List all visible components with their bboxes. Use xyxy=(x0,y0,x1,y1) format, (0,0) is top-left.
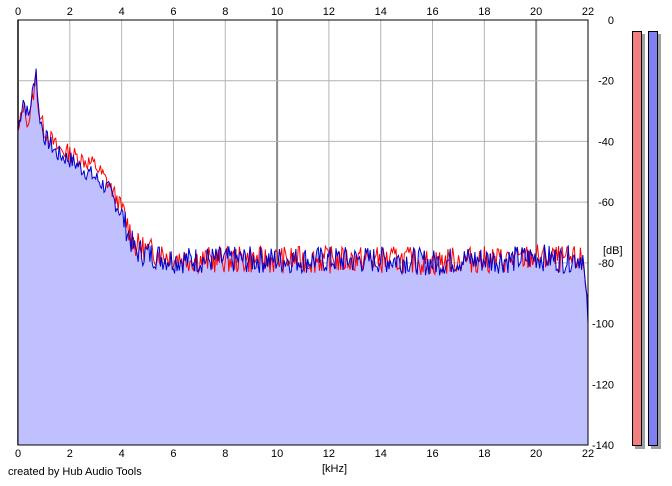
y-tick-label: -80 xyxy=(598,258,614,270)
x-tick-label-bottom: 2 xyxy=(67,448,73,460)
x-tick-label-bottom: 10 xyxy=(271,448,283,460)
x-tick-label-top: 10 xyxy=(271,6,283,18)
x-tick-label-bottom: 4 xyxy=(119,448,125,460)
x-tick-label-bottom: 22 xyxy=(582,448,594,460)
x-tick-label-bottom: 18 xyxy=(478,448,490,460)
x-tick-label-bottom: 14 xyxy=(375,448,387,460)
x-tick-label-top: 2 xyxy=(67,6,73,18)
spectrum-fill xyxy=(18,68,588,445)
y-tick-label: -40 xyxy=(598,136,614,148)
y-tick-label: -60 xyxy=(598,197,614,209)
y-axis-label: [dB] xyxy=(603,245,623,257)
x-tick-label-bottom: 16 xyxy=(426,448,438,460)
blue-channel-line xyxy=(17,68,589,324)
x-tick-label-top: 6 xyxy=(170,6,176,18)
y-tick-label: -140 xyxy=(592,440,614,452)
spectrum-fill-area xyxy=(18,68,588,445)
footer-credit: created by Hub Audio Tools xyxy=(8,466,142,478)
y-tick-label: -100 xyxy=(592,319,614,331)
x-tick-label-bottom: 20 xyxy=(530,448,542,460)
x-tick-label-top: 20 xyxy=(530,6,542,18)
plot-frame xyxy=(17,19,589,446)
x-tick-label-bottom: 8 xyxy=(222,448,228,460)
left-level-meter xyxy=(632,31,642,446)
x-tick-label-top: 8 xyxy=(222,6,228,18)
y-tick-label: -20 xyxy=(598,76,614,88)
y-tick-label: 0 xyxy=(608,15,614,27)
y-axis-ticks: 0 -20 -40 -60 -80 -100 -120 -140 xyxy=(592,15,614,452)
x-tick-label-top: 14 xyxy=(375,6,387,18)
x-tick-label-top: 12 xyxy=(323,6,335,18)
x-axis-label: [kHz] xyxy=(322,463,347,475)
x-tick-label-top: 16 xyxy=(426,6,438,18)
y-tick-label: -120 xyxy=(592,379,614,391)
x-tick-label-top: 4 xyxy=(119,6,125,18)
spectrum-lines xyxy=(17,68,589,324)
x-tick-label-bottom: 0 xyxy=(15,448,21,460)
right-level-meter xyxy=(648,31,658,446)
x-tick-label-bottom: 6 xyxy=(170,448,176,460)
x-tick-label-top: 22 xyxy=(582,6,594,18)
x-tick-label-top: 18 xyxy=(478,6,490,18)
x-tick-label-top: 0 xyxy=(15,6,21,18)
x-tick-label-bottom: 12 xyxy=(323,448,335,460)
